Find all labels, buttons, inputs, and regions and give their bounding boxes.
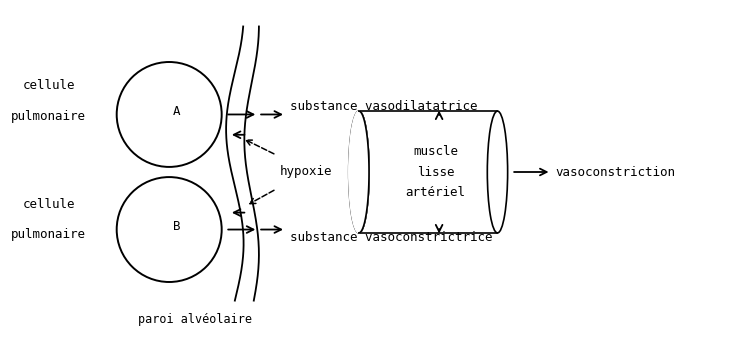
Text: substance vasodilatatrice: substance vasodilatatrice	[290, 100, 477, 113]
Text: substance vasoconstrictrice: substance vasoconstrictrice	[290, 231, 492, 244]
Text: pulmonaire: pulmonaire	[11, 110, 86, 123]
Text: muscle: muscle	[413, 145, 458, 158]
Text: hypoxie: hypoxie	[280, 165, 333, 179]
Text: B: B	[173, 220, 180, 233]
Text: lisse: lisse	[416, 165, 454, 179]
Text: paroi alvéolaire: paroi alvéolaire	[138, 313, 252, 326]
Text: vasoconstriction: vasoconstriction	[555, 165, 675, 179]
Ellipse shape	[349, 111, 369, 233]
Text: cellule: cellule	[22, 198, 75, 211]
Text: A: A	[173, 105, 180, 118]
Text: pulmonaire: pulmonaire	[11, 228, 86, 241]
Text: cellule: cellule	[22, 79, 75, 92]
Text: artériel: artériel	[405, 186, 465, 199]
